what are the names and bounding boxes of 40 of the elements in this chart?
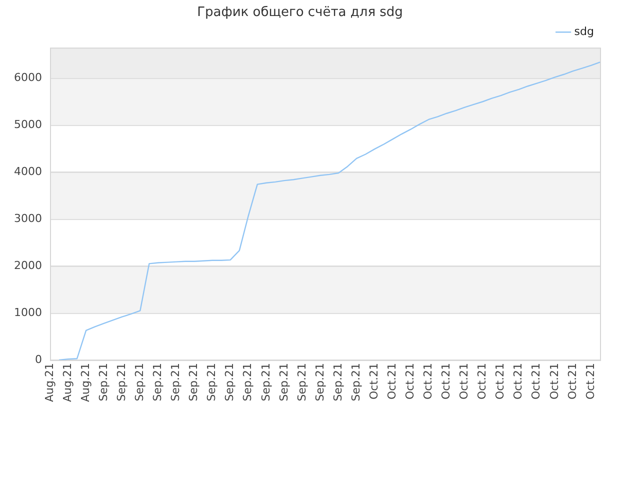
x-tick-label: Oct.21 bbox=[458, 363, 471, 400]
x-tick-label: Oct.21 bbox=[367, 363, 380, 400]
legend-label: sdg bbox=[574, 24, 594, 38]
x-tick-label: Aug.21 bbox=[42, 363, 56, 402]
x-tick-label: Sep.21 bbox=[133, 363, 146, 402]
x-tick-label: Aug.21 bbox=[60, 363, 74, 402]
x-tick-label: Sep.21 bbox=[187, 363, 200, 402]
x-tick-label: Sep.21 bbox=[259, 363, 272, 402]
x-tick-label: Oct.21 bbox=[422, 363, 435, 400]
x-tick-label: Sep.21 bbox=[349, 363, 362, 402]
x-tick-label: Sep.21 bbox=[114, 363, 128, 402]
x-tick-label: Sep.21 bbox=[169, 363, 182, 402]
x-tick-label: Sep.21 bbox=[277, 363, 290, 402]
y-tick-label: 3000 bbox=[14, 212, 42, 225]
x-tick-label: Oct.21 bbox=[494, 363, 507, 400]
x-tick-label: Aug.21 bbox=[78, 363, 92, 402]
x-tick-label: Oct.21 bbox=[530, 363, 543, 400]
x-tick-label: Oct.21 bbox=[385, 363, 398, 400]
x-tick-label: Oct.21 bbox=[548, 363, 561, 400]
y-tick-label: 5000 bbox=[14, 118, 42, 131]
x-tick-label: Sep.21 bbox=[313, 363, 326, 402]
y-tick-label: 2000 bbox=[14, 258, 42, 272]
x-tick-label: Sep.21 bbox=[223, 363, 236, 402]
x-tick-label: Oct.21 bbox=[440, 363, 453, 400]
x-tick-label: Oct.21 bbox=[584, 363, 597, 400]
x-tick-label: Oct.21 bbox=[476, 363, 489, 400]
x-tick-label: Sep.21 bbox=[331, 363, 344, 402]
y-tick-label: 6000 bbox=[14, 70, 42, 84]
x-tick-label: Oct.21 bbox=[404, 363, 417, 400]
x-tick-label: Sep.21 bbox=[96, 363, 110, 402]
y-tick-label: 0 bbox=[35, 352, 42, 366]
x-tick-label: Sep.21 bbox=[151, 363, 164, 402]
x-tick-label: Sep.21 bbox=[205, 363, 218, 402]
x-tick-label: Sep.21 bbox=[241, 363, 254, 402]
y-tick-label: 1000 bbox=[14, 306, 42, 319]
x-tick-label: Oct.21 bbox=[566, 363, 579, 400]
x-tick-label: Oct.21 bbox=[512, 363, 525, 400]
y-tick-label: 4000 bbox=[14, 164, 42, 178]
chart-title: График общего счёта для sdg bbox=[197, 5, 403, 20]
x-tick-label: Sep.21 bbox=[295, 363, 308, 402]
